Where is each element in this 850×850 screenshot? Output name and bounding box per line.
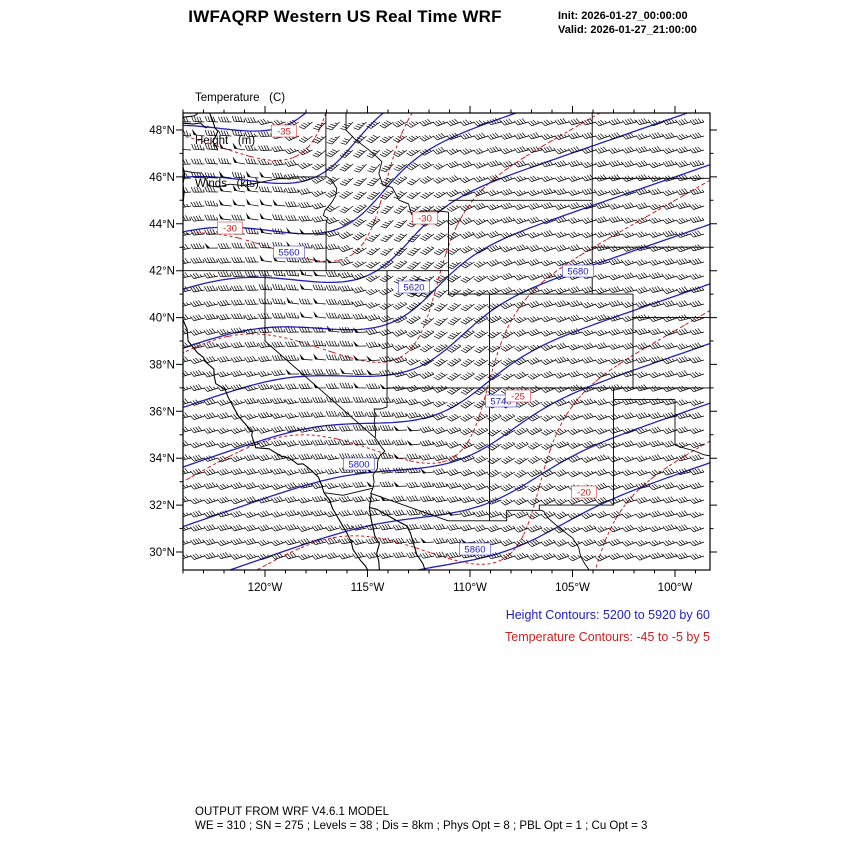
height-contour-label: 5560 bbox=[278, 248, 299, 259]
temperature-contour-label-box bbox=[571, 485, 597, 499]
temperature-contour-label: -30 bbox=[223, 224, 237, 235]
legend-temperature: Temperature (C) bbox=[195, 92, 286, 105]
y-tick-label: 44°N bbox=[149, 219, 175, 231]
temperature-contour-label-box bbox=[505, 389, 531, 403]
y-tick-label: 40°N bbox=[149, 313, 175, 325]
height-contour-label: 5680 bbox=[567, 267, 588, 278]
model-output-line: OUTPUT FROM WRF V4.6.1 MODEL bbox=[195, 806, 390, 818]
height-contour-label-box bbox=[459, 542, 491, 556]
temperature-contour-label: -20 bbox=[577, 488, 591, 499]
y-tick-label: 32°N bbox=[149, 500, 175, 512]
page-title: IWFAQRP Western US Real Time WRF bbox=[188, 7, 502, 26]
x-tick-label: 115°W bbox=[351, 582, 385, 594]
field-legend: Temperature (C) Height (m) Winds (kts) bbox=[195, 63, 285, 219]
y-tick-label: 30°N bbox=[149, 547, 175, 559]
height-contour-label: 5800 bbox=[348, 460, 369, 471]
height-contour-label-box bbox=[343, 457, 375, 471]
temperature-contours-note: Temperature Contours: -45 to -5 by 5 bbox=[505, 630, 710, 644]
x-tick-label: 110°W bbox=[453, 582, 487, 594]
temperature-contours bbox=[183, 113, 710, 570]
coastlines bbox=[183, 113, 427, 570]
temperature-contour-label: -30 bbox=[418, 214, 432, 225]
x-tick-label: 120°W bbox=[248, 582, 283, 594]
init-valid-block: Init: 2026-01-27_00:00:00 Valid: 2026-01… bbox=[558, 10, 697, 37]
map-content bbox=[183, 113, 710, 570]
temperature-contour-label-box bbox=[271, 124, 297, 138]
y-tick-label: 36°N bbox=[149, 406, 175, 418]
y-tick-label: 34°N bbox=[149, 453, 175, 465]
temperature-contour-label-box bbox=[217, 221, 243, 235]
height-contour-label-box bbox=[273, 245, 305, 259]
y-tick-label: 46°N bbox=[149, 172, 175, 184]
y-tick-label: 38°N bbox=[149, 359, 175, 371]
state-borders bbox=[183, 113, 710, 570]
height-contour-label-box bbox=[398, 280, 430, 294]
temperature-contour-label: -25 bbox=[511, 392, 525, 403]
height-contours-note: Height Contours: 5200 to 5920 by 60 bbox=[505, 608, 710, 622]
model-config-line: WE = 310 ; SN = 275 ; Levels = 38 ; Dis … bbox=[195, 820, 648, 832]
height-contour-label-box bbox=[562, 264, 594, 278]
temperature-contour-label: -35 bbox=[277, 127, 291, 138]
height-contour-label: 5860 bbox=[464, 545, 485, 556]
x-tick-label: 105°W bbox=[555, 582, 590, 594]
valid-time: Valid: 2026-01-27_21:00:00 bbox=[558, 23, 697, 36]
y-tick-label: 42°N bbox=[149, 266, 175, 278]
axis-ticks bbox=[176, 106, 717, 577]
temperature-contour-label-box bbox=[412, 211, 438, 225]
height-contour-label: 5620 bbox=[403, 283, 424, 294]
wind-barbs bbox=[183, 115, 705, 562]
init-time: Init: 2026-01-27_00:00:00 bbox=[558, 10, 688, 22]
x-tick-label: 100°W bbox=[658, 582, 693, 594]
height-contour-label: 5740 bbox=[490, 397, 511, 408]
y-tick-label: 48°N bbox=[149, 125, 175, 137]
